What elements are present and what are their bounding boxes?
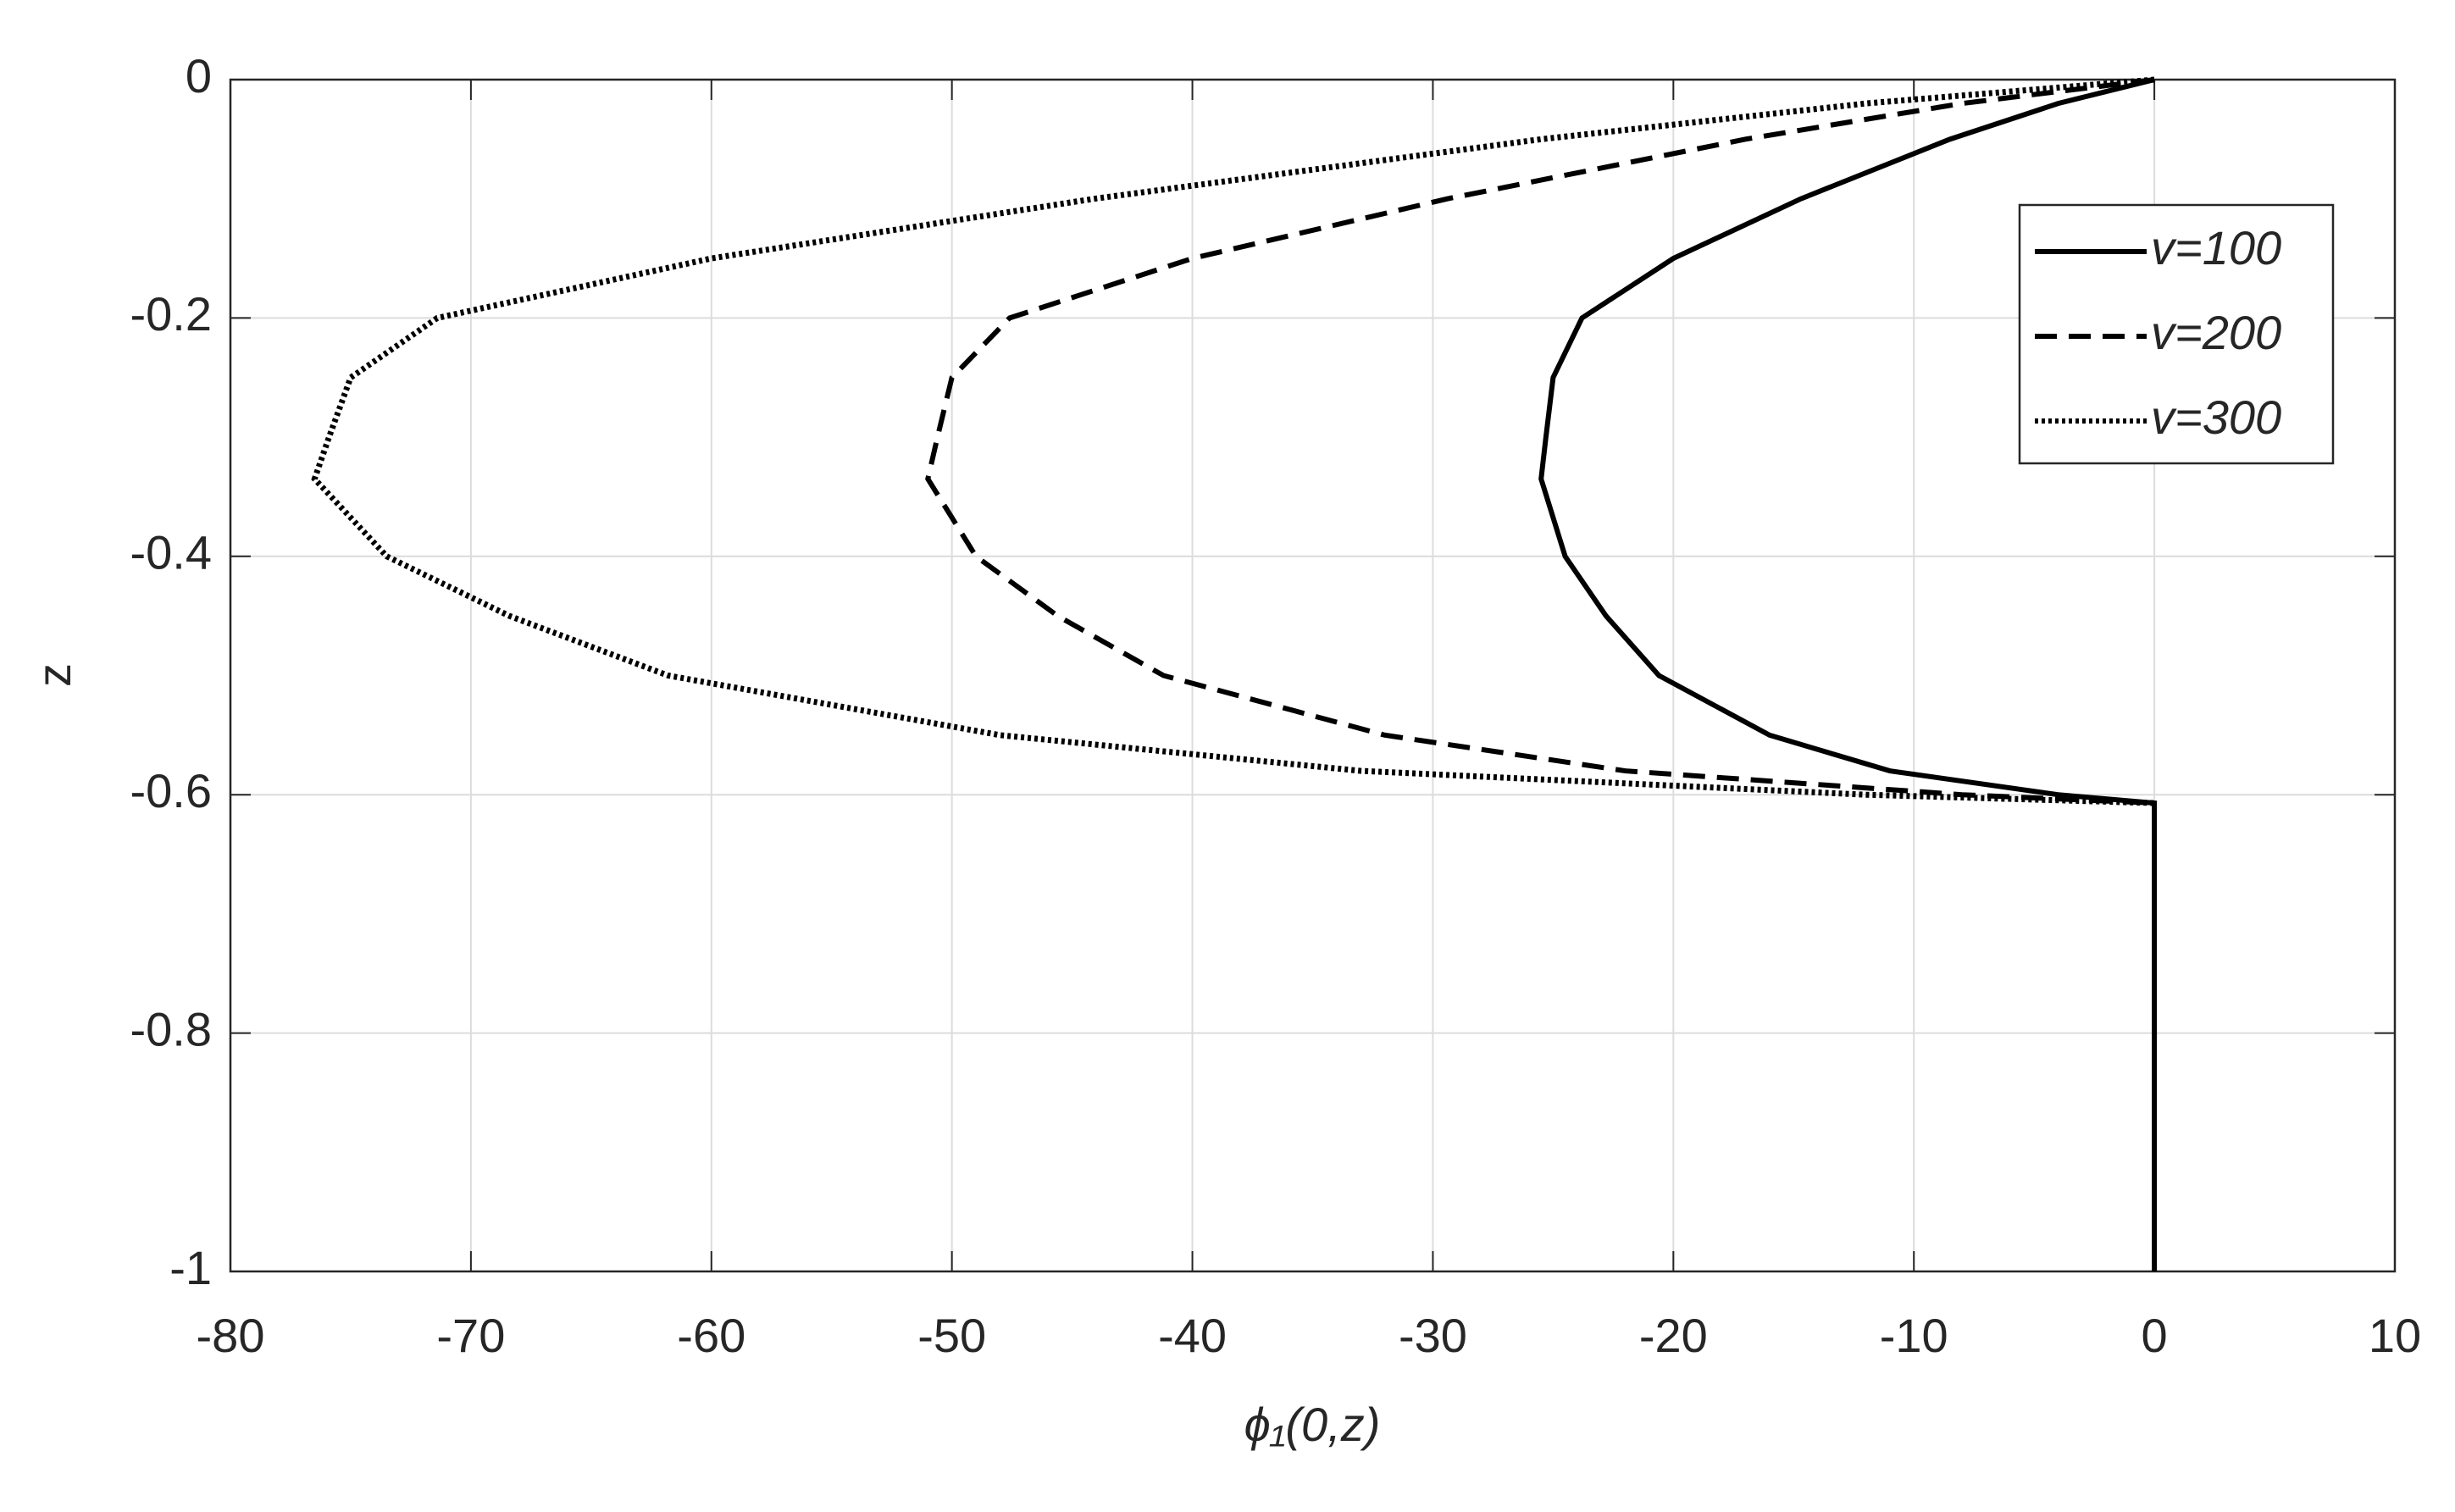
line — [1538, 77, 2158, 1271]
legend-label: v=100 — [2151, 221, 2281, 274]
axes-box — [229, 78, 2397, 1273]
x-tick-label: -60 — [677, 1309, 745, 1362]
x-tick-label: -30 — [1399, 1309, 1467, 1362]
y-tick-label: -0.8 — [130, 1002, 213, 1055]
x-tick-label: -10 — [1880, 1309, 1948, 1362]
y-tick-label: 0 — [186, 49, 212, 102]
y-tick-label: -1 — [169, 1241, 212, 1294]
legend-label: v=200 — [2151, 306, 2281, 359]
x-tick-label: -20 — [1639, 1309, 1708, 1362]
line — [311, 76, 2155, 806]
y-tick-label: -0.2 — [130, 287, 213, 341]
x-tick-label: -40 — [1158, 1309, 1227, 1362]
x-tick-label: -50 — [917, 1309, 986, 1362]
x-tick-label: 10 — [2369, 1309, 2421, 1362]
x-tick-label: -80 — [197, 1309, 265, 1362]
x-axis-label: ϕ₁(0,z) — [1244, 1398, 1381, 1451]
x-tick-label: 0 — [2142, 1309, 2168, 1362]
line — [925, 77, 2155, 806]
y-tick-label: -0.4 — [130, 526, 213, 579]
y-axis-label: z — [27, 663, 80, 687]
y-tick-label: -0.6 — [130, 764, 213, 817]
x-tick-label: -70 — [436, 1309, 505, 1362]
legend-label: v=300 — [2151, 390, 2281, 444]
